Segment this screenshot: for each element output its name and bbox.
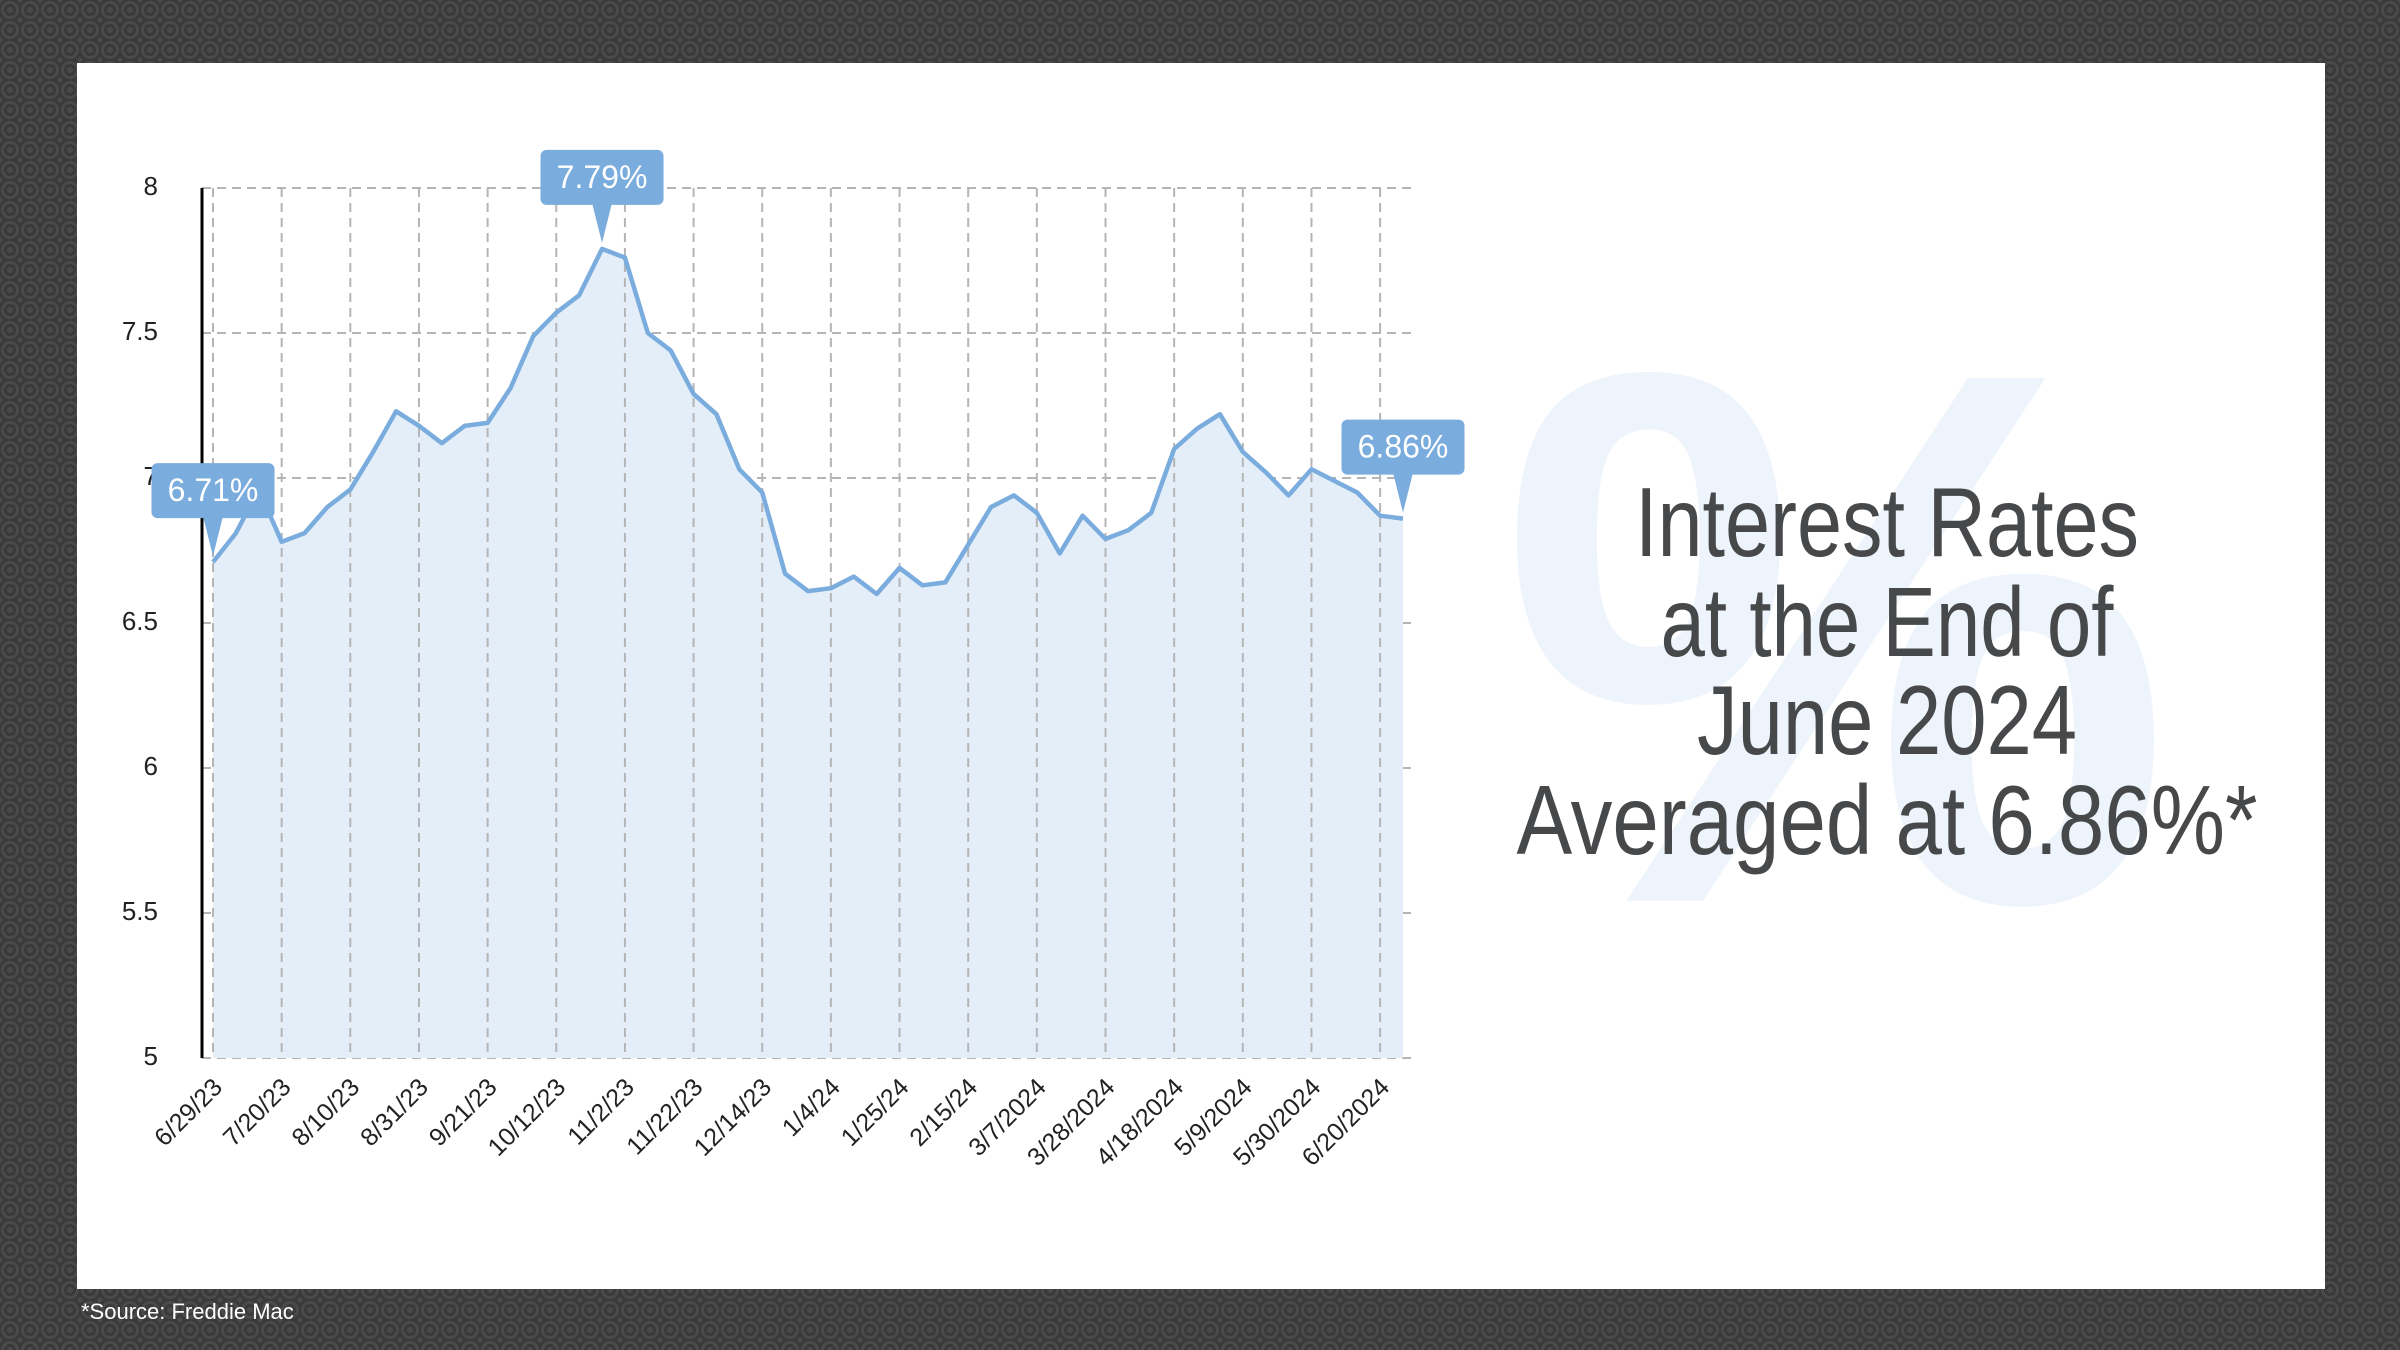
title-line: June 2024 (1697, 665, 2077, 775)
callout-pointer (203, 516, 223, 557)
callout-pointer (592, 202, 613, 243)
y-tick-label: 5.5 (122, 896, 158, 926)
callout-box (1341, 419, 1465, 475)
watermark: % (1498, 214, 2174, 1063)
y-tick-label: 7.5 (122, 316, 158, 346)
data-label: 7.79% (557, 159, 648, 195)
source-note: *Source: Freddie Mac (81, 1299, 294, 1324)
y-tick-label: 6.5 (122, 606, 158, 636)
title-line: Averaged at 6.86%* (1517, 765, 2258, 875)
callout-box (151, 463, 275, 519)
title-line: Interest Rates (1635, 467, 2139, 577)
chart: 55.566.577.586/29/237/20/238/10/238/31/2… (122, 149, 1465, 1172)
y-tick-label: 6 (144, 751, 158, 781)
callout-pointer (1393, 472, 1413, 513)
data-label: 6.71% (168, 472, 259, 508)
data-label: 6.86% (1358, 429, 1449, 465)
callout-box (540, 149, 664, 205)
line (211, 246, 1404, 597)
y-tick-label: 5 (144, 1041, 158, 1071)
y-tick-label: 8 (144, 171, 158, 201)
title-line: at the End of (1661, 567, 2115, 677)
